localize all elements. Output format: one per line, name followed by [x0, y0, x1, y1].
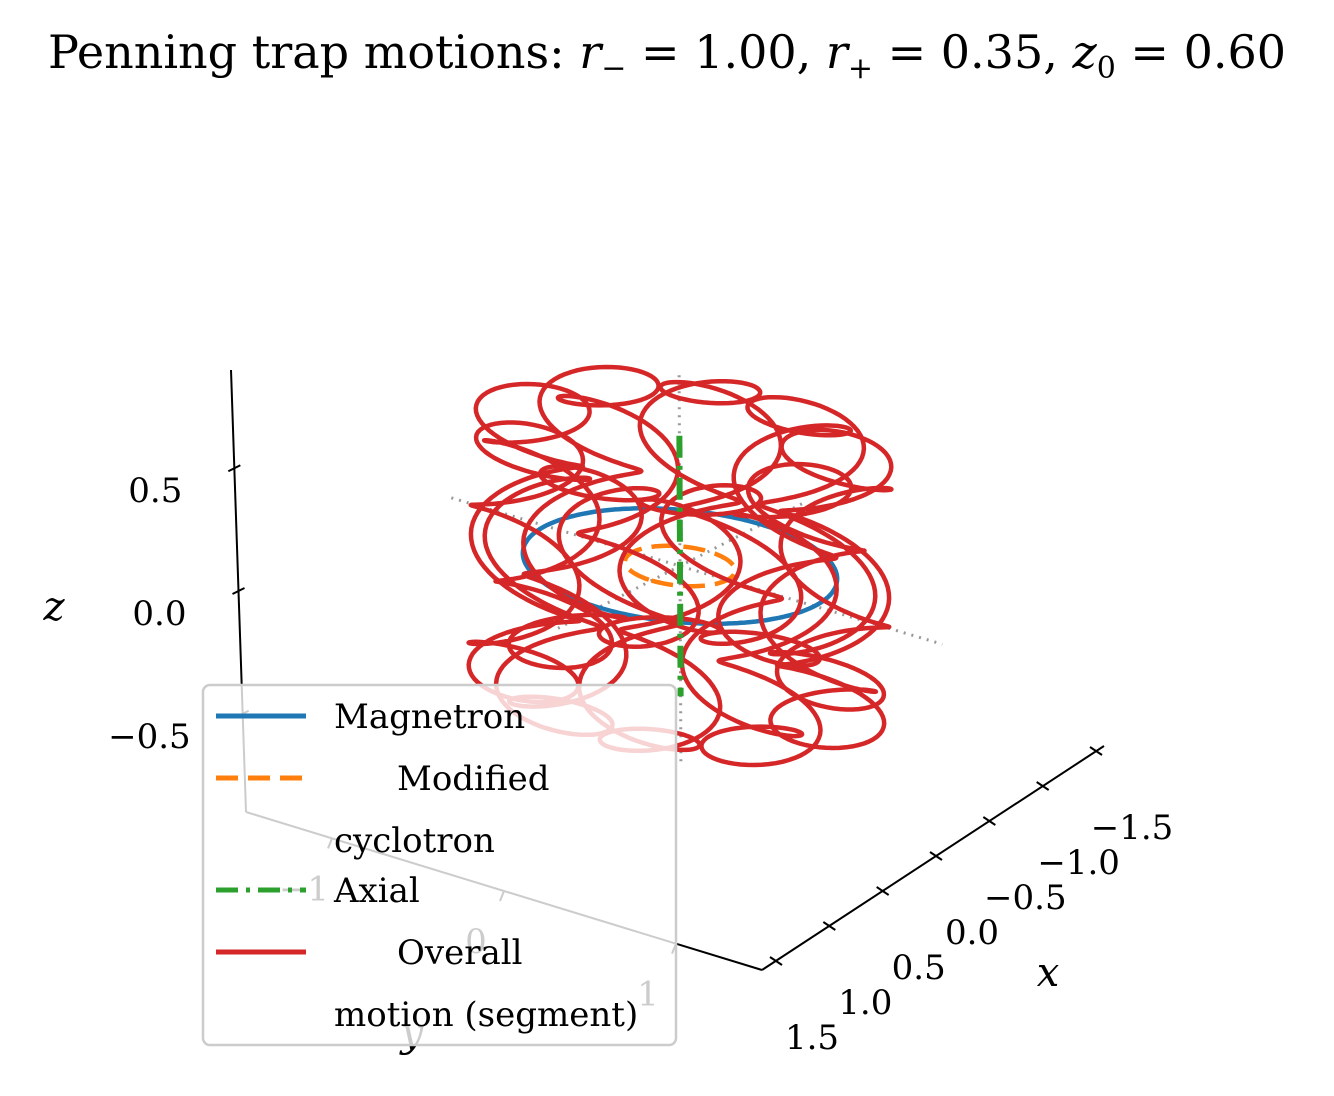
- x-axis-label: x: [1037, 950, 1060, 996]
- x-tick-label: −1.5: [1091, 808, 1174, 848]
- x-tick-label: 1.0: [838, 983, 892, 1023]
- z-tick-label: 0.0: [132, 594, 186, 634]
- legend-label: Magnetron: [334, 697, 525, 737]
- x-tick-label: 1.5: [785, 1018, 839, 1058]
- chart-title: Penning trap motions: r− = 1.00, r+ = 0.…: [48, 25, 1286, 86]
- x-tick-label: 0.5: [892, 948, 946, 988]
- z-axis-label: z: [42, 584, 65, 630]
- z-tick-label: 0.5: [128, 471, 182, 511]
- z-tick-label: −0.5: [108, 717, 191, 757]
- x-tick-label: −1.0: [1037, 843, 1120, 883]
- x-tick-label: 0.0: [945, 913, 999, 953]
- legend-box: [203, 685, 676, 1045]
- legend-label: Axial: [333, 871, 420, 911]
- x-ticks: −1.5−1.0−0.50.00.51.01.5: [770, 747, 1173, 1058]
- x-tick-label: −0.5: [984, 878, 1067, 918]
